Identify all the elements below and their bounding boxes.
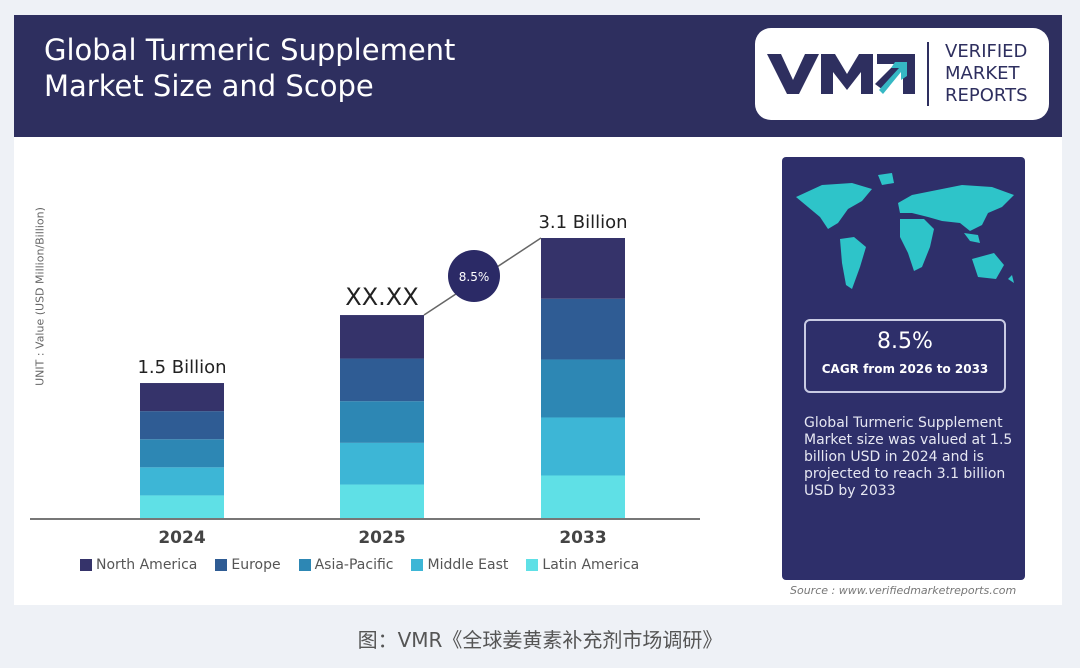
- figure-caption: 图：VMR《全球姜黄素补充剂市场调研》: [357, 628, 723, 652]
- title-line-1: Global Turmeric Supplement: [44, 33, 456, 67]
- legend-swatch: [411, 559, 424, 571]
- legend-item: Latin America: [526, 557, 639, 573]
- vmr-logo: VERIFIED MARKET REPORTS: [755, 28, 1049, 120]
- vmr-logo-mark-icon: [767, 54, 915, 94]
- bar-value-label: 1.5 Billion: [137, 357, 226, 378]
- bar-segment-middle-east: [340, 442, 424, 485]
- legend-item: Middle East: [411, 557, 508, 573]
- page-title: Global Turmeric Supplement Market Size a…: [44, 32, 455, 104]
- market-description: Global Turmeric Supplement Market size w…: [804, 415, 1013, 499]
- logo-divider: [927, 42, 929, 106]
- bar-segment-asia-pacific: [140, 439, 224, 468]
- bar-segment-latin-america: [541, 475, 625, 519]
- stacked-bar-chart: 1.5 Billion 2024 XX.XX 2025 3.1 Billion 2033 8…: [30, 212, 700, 548]
- legend-item: Asia-Pacific: [298, 557, 393, 573]
- bar-segment-asia-pacific: [541, 359, 625, 418]
- bar-segment-north-america: [140, 383, 224, 412]
- x-tick-label: 2024: [158, 528, 205, 548]
- title-line-2: Market Size and Scope: [44, 69, 374, 103]
- logo-text: VERIFIED MARKET REPORTS: [945, 41, 1028, 106]
- bar-segment-middle-east: [140, 467, 224, 496]
- bar-segment-north-america: [340, 315, 424, 359]
- cagr-bubble-label: 8.5%: [459, 270, 490, 284]
- legend-swatch: [215, 559, 228, 571]
- world-map-icon: [796, 173, 1014, 289]
- bar-segment-latin-america: [140, 495, 224, 519]
- bar-value-label: XX.XX: [345, 283, 418, 311]
- cagr-box: 8.5% CAGR from 2026 to 2033: [804, 319, 1006, 393]
- cagr-value: 8.5%: [877, 329, 933, 354]
- cagr-label: CAGR from 2026 to 2033: [821, 362, 989, 376]
- legend-item: North America: [80, 557, 197, 573]
- chart-legend: North America Europe Asia-Pacific Middle…: [80, 557, 639, 573]
- legend-swatch: [80, 559, 92, 571]
- legend-swatch: [526, 559, 539, 571]
- summary-panel: 8.5% CAGR from 2026 to 2033 Global Turme…: [782, 157, 1025, 580]
- bar-segment-europe: [140, 411, 224, 440]
- legend-swatch: [298, 559, 311, 571]
- source-text: Source : www.verifiedmarketreports.com: [790, 584, 1017, 597]
- x-tick-label: 2033: [559, 528, 606, 548]
- cagr-bubble: [448, 250, 500, 302]
- bar-segment-europe: [340, 358, 424, 402]
- x-tick-label: 2025: [358, 528, 405, 548]
- legend-item: Europe: [215, 557, 281, 573]
- bar-value-label: 3.1 Billion: [538, 212, 627, 233]
- bar-segment-middle-east: [541, 417, 625, 476]
- bar-segment-asia-pacific: [340, 401, 424, 443]
- bar-segment-latin-america: [340, 484, 424, 519]
- bar-segment-europe: [541, 298, 625, 360]
- bar-segment-north-america: [541, 238, 625, 299]
